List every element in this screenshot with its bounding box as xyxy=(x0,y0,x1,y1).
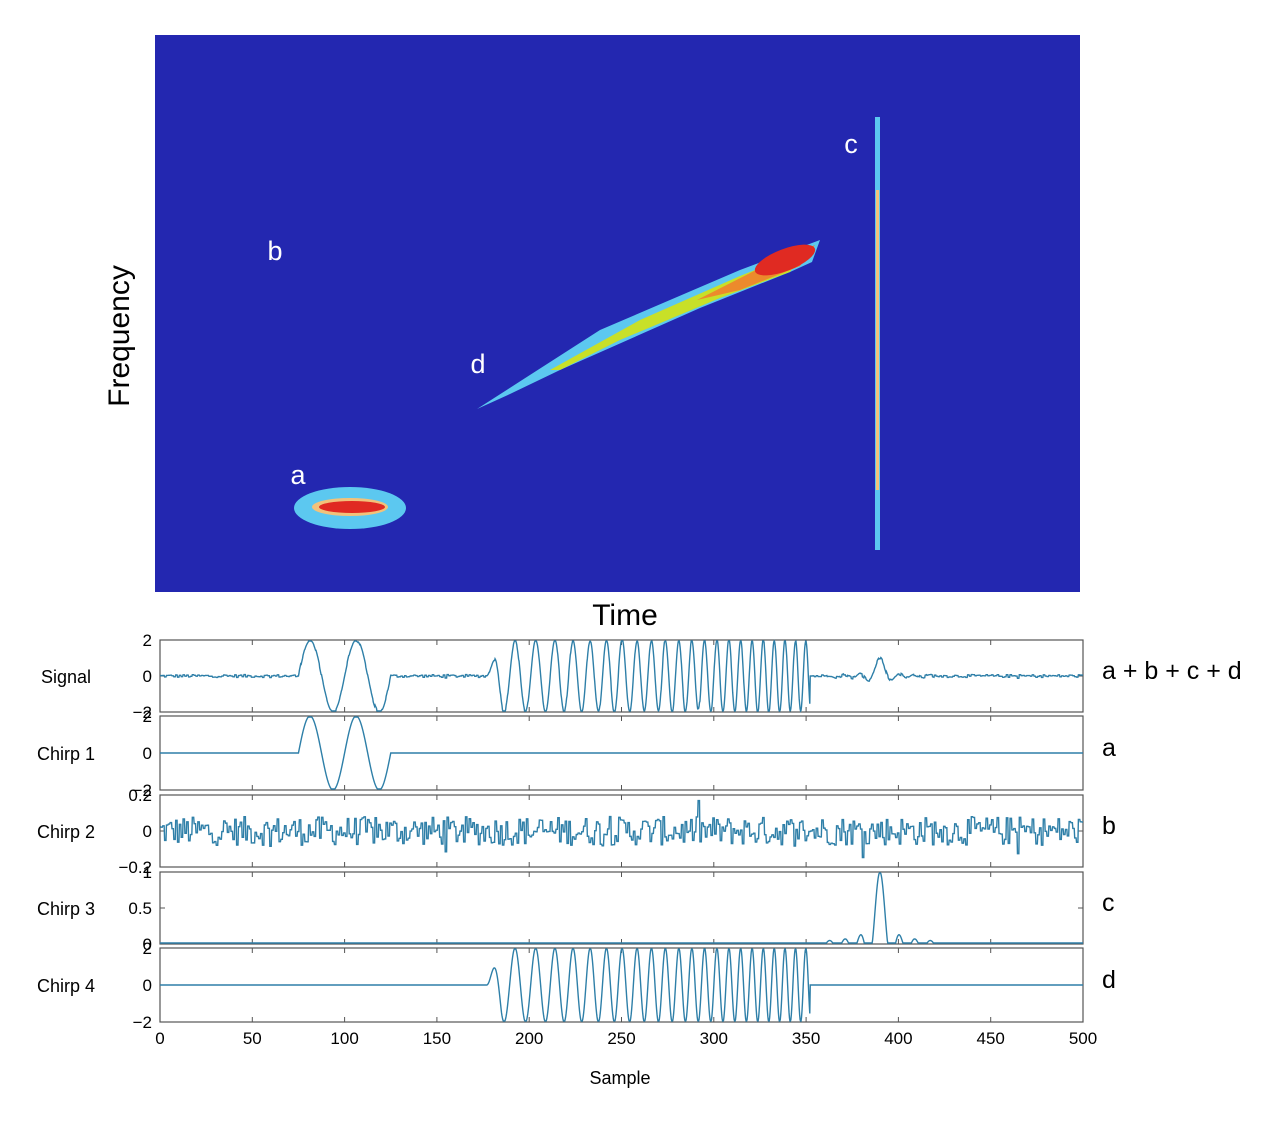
panel-5: 2 0 −2 Chirp 4 d xyxy=(37,939,1116,1032)
y-tick-label: 1 xyxy=(143,863,152,882)
y-tick-label: −2 xyxy=(133,703,152,722)
trace-line xyxy=(159,799,1083,859)
y-tick-label: 2 xyxy=(143,939,152,958)
x-tick-label: 450 xyxy=(977,1029,1005,1048)
x-tick-label: 500 xyxy=(1069,1029,1097,1048)
tf-d-peak-contour xyxy=(754,244,816,276)
y-tick-label: 0.5 xyxy=(128,899,152,918)
tf-component-d xyxy=(477,240,820,409)
panel-component-label: d xyxy=(1102,966,1116,994)
x-tick-label: 0 xyxy=(155,1029,164,1048)
tf-annotation-b: b xyxy=(267,236,282,266)
y-tick-label: 0.2 xyxy=(128,786,152,805)
panel-name: Chirp 2 xyxy=(37,822,95,842)
tf-component-c xyxy=(875,117,880,550)
tf-annotation-d: d xyxy=(470,349,485,379)
panel-1: 2 0 −2 Signal a + b + c + d xyxy=(41,631,1242,722)
panel-name: Chirp 3 xyxy=(37,899,95,919)
panel-component-label: a + b + c + d xyxy=(1102,657,1242,685)
tf-c-inner-contour xyxy=(876,190,879,490)
panel-4: 1 0.5 0 Chirp 3 c xyxy=(37,863,1115,954)
y-tick-label: 0 xyxy=(143,976,152,995)
panel-component-label: c xyxy=(1102,889,1115,917)
panel-name: Chirp 1 xyxy=(37,744,95,764)
trace-line xyxy=(160,872,1083,944)
y-tick-label: 2 xyxy=(143,631,152,650)
tf-x-axis-label: Time xyxy=(592,599,658,632)
panel-3: 0.2 0 −0.2 Chirp 2 b xyxy=(37,786,1116,877)
tf-annotation-a: a xyxy=(290,460,306,490)
sample-axis-label: Sample xyxy=(589,1068,650,1088)
x-tick-label: 250 xyxy=(607,1029,635,1048)
x-tick-label: 300 xyxy=(700,1029,728,1048)
x-tick-label: 350 xyxy=(792,1029,820,1048)
y-tick-label: 0 xyxy=(143,822,152,841)
trace-line xyxy=(160,948,1083,1022)
y-tick-label: 0 xyxy=(143,667,152,686)
panel-component-label: a xyxy=(1102,734,1116,762)
tf-y-axis-label: Frequency xyxy=(103,265,136,407)
trace-line xyxy=(160,639,1083,713)
panel-2: 2 0 −2 Chirp 1 a xyxy=(37,707,1116,800)
tf-a-inner-contour xyxy=(319,501,385,513)
y-tick-label: −2 xyxy=(133,781,152,800)
x-tick-label: 150 xyxy=(423,1029,451,1048)
tf-annotation-c: c xyxy=(844,129,858,159)
trace-line xyxy=(160,716,1083,790)
time-frequency-plot: a b c d Time Frequency xyxy=(103,35,1080,632)
y-tick-label: 0 xyxy=(143,935,152,954)
tf-component-a xyxy=(294,487,406,529)
x-tick-label: 200 xyxy=(515,1029,543,1048)
y-tick-label: −0.2 xyxy=(118,858,152,877)
panel-frame xyxy=(159,871,1084,945)
time-frequency-background xyxy=(155,35,1080,592)
x-tick-label: 100 xyxy=(330,1029,358,1048)
x-tick-label: 50 xyxy=(243,1029,262,1048)
y-tick-label: 2 xyxy=(143,707,152,726)
x-tick-label: 400 xyxy=(884,1029,912,1048)
panel-name: Chirp 4 xyxy=(37,976,95,996)
panel-name: Signal xyxy=(41,667,91,687)
y-tick-label: 0 xyxy=(143,744,152,763)
panel-component-label: b xyxy=(1102,812,1116,840)
y-tick-label: −2 xyxy=(133,1013,152,1032)
